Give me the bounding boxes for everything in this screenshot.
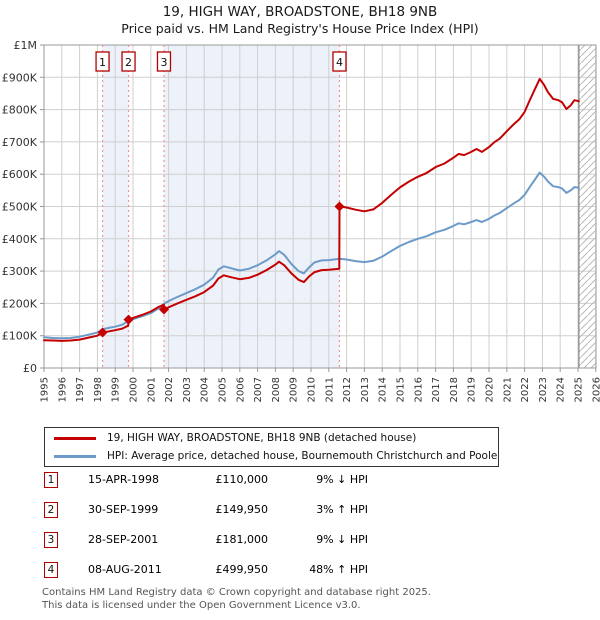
svg-text:2004: 2004 [200,377,211,402]
svg-text:£500K: £500K [2,201,38,214]
svg-text:£0: £0 [23,362,37,375]
page-subtitle: Price paid vs. HM Land Registry's House … [121,21,479,36]
svg-text:2003: 2003 [182,377,193,402]
svg-text:2024: 2024 [556,377,567,402]
svg-text:£600K: £600K [2,168,38,181]
svg-text:£300K: £300K [2,265,38,278]
transaction-number-badge: 2 [44,502,58,518]
transaction-price: £149,950 [215,503,269,516]
svg-text:2021: 2021 [502,377,513,402]
page-title: 19, HIGH WAY, BROADSTONE, BH18 9NB [162,4,438,20]
svg-text:1996: 1996 [57,377,68,402]
svg-text:2019: 2019 [467,377,478,402]
svg-text:£900K: £900K [2,71,38,84]
svg-text:2025: 2025 [574,377,585,402]
svg-text:2008: 2008 [271,377,282,402]
svg-text:4: 4 [336,56,343,69]
svg-text:£400K: £400K [2,233,38,246]
svg-text:£700K: £700K [2,136,38,149]
svg-text:1: 1 [99,56,106,69]
svg-text:2012: 2012 [342,377,353,402]
svg-text:2016: 2016 [413,377,424,402]
legend-item-hpi: HPI: Average price, detached house, Bour… [45,449,498,464]
transaction-price: £110,000 [215,473,269,486]
transaction-price: £181,000 [215,533,269,546]
svg-text:2011: 2011 [324,377,335,402]
table-row: 4 08-AUG-2011 £499,950 48% ↑ HPI [0,562,600,582]
transaction-number-badge: 4 [44,562,58,578]
transaction-price: £499,950 [215,563,269,576]
svg-text:£100K: £100K [2,330,38,343]
legend-item-price-paid: 19, HIGH WAY, BROADSTONE, BH18 9NB (deta… [45,431,498,446]
svg-text:1998: 1998 [93,377,104,402]
svg-text:2010: 2010 [307,377,318,402]
transaction-number-badge: 3 [44,532,58,548]
price-line-swatch [54,436,96,440]
transaction-date: 28-SEP-2001 [88,533,159,546]
svg-text:2005: 2005 [218,377,229,402]
hpi-line-swatch [54,454,96,458]
svg-text:2: 2 [125,56,132,69]
legend-label: HPI: Average price, detached house, Bour… [107,450,498,462]
svg-text:2026: 2026 [591,377,600,402]
svg-text:2023: 2023 [538,377,549,402]
transaction-date: 15-APR-1998 [88,473,160,486]
svg-text:2022: 2022 [520,377,531,402]
svg-text:1999: 1999 [111,377,122,402]
transaction-vs-hpi: 48% ↑ HPI [309,563,368,576]
svg-text:2006: 2006 [235,377,246,402]
table-row: 1 15-APR-1998 £110,000 9% ↓ HPI [0,472,600,492]
table-row: 3 28-SEP-2001 £181,000 9% ↓ HPI [0,532,600,552]
legend-label: 19, HIGH WAY, BROADSTONE, BH18 9NB (deta… [107,432,417,444]
svg-text:2017: 2017 [431,377,442,402]
transaction-date: 30-SEP-1999 [88,503,159,516]
copyright-footer: Contains HM Land Registry data © Crown c… [42,587,582,612]
transaction-number-badge: 1 [44,472,58,488]
svg-text:2000: 2000 [129,377,140,402]
svg-text:1995: 1995 [40,377,51,402]
footer-line: This data is licensed under the Open Gov… [42,599,361,611]
svg-text:2020: 2020 [485,377,496,402]
transaction-vs-hpi: 9% ↓ HPI [316,533,368,546]
svg-text:3: 3 [160,56,167,69]
svg-text:2001: 2001 [146,377,157,402]
svg-text:£1M: £1M [14,39,38,52]
svg-text:2018: 2018 [449,377,460,402]
chart-legend: 19, HIGH WAY, BROADSTONE, BH18 9NB (deta… [44,427,499,467]
svg-text:£200K: £200K [2,297,38,310]
svg-text:2015: 2015 [396,377,407,402]
svg-text:2013: 2013 [360,377,371,402]
svg-text:2002: 2002 [164,377,175,402]
transaction-vs-hpi: 3% ↑ HPI [316,503,368,516]
svg-text:2007: 2007 [253,377,264,402]
svg-text:2009: 2009 [289,377,300,402]
price-chart: 1 2 3 4 1995 1996 1997 1998 1999 2000 2001 2002 2003… [2,39,600,402]
transaction-date: 08-AUG-2011 [88,563,162,576]
transaction-vs-hpi: 9% ↓ HPI [316,473,368,486]
table-row: 2 30-SEP-1999 £149,950 3% ↑ HPI [0,502,600,522]
svg-text:2014: 2014 [378,377,389,402]
footer-line: Contains HM Land Registry data © Crown c… [42,587,431,598]
svg-text:1997: 1997 [75,377,86,402]
svg-text:£800K: £800K [2,104,38,117]
